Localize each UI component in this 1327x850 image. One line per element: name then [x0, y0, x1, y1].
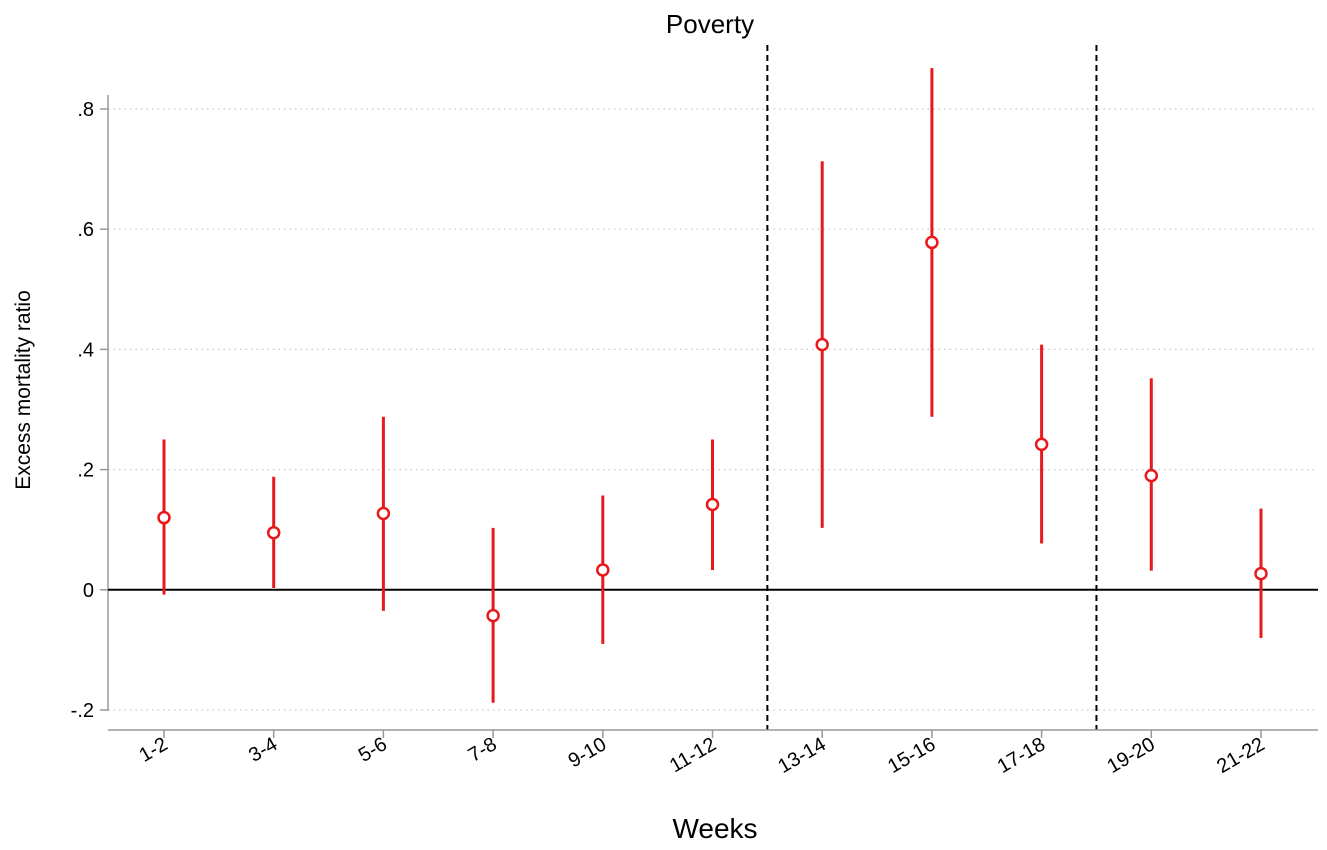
y-axis-label: Excess mortality ratio	[12, 290, 35, 490]
x-tick-label: 5-6	[355, 733, 391, 767]
x-tick-label: 9-10	[565, 733, 611, 772]
data-point	[1034, 437, 1049, 452]
x-axis-ticks: 1-2 3-4 5-6 7-8 9-10 11-12 13-14 15-16 17-18 19-2…	[135, 730, 1269, 778]
y-tick-label: -.2	[71, 700, 94, 722]
data-point	[266, 525, 281, 540]
x-tick-label: 13-14	[774, 733, 829, 778]
x-axis-label: Weeks	[672, 813, 757, 844]
data-point	[705, 497, 720, 512]
y-axis-ticks: -.2 0 .2 .4 .6 .8	[71, 99, 108, 722]
y-tick-label: .8	[77, 99, 94, 121]
x-tick-label: 17-18	[994, 733, 1049, 778]
y-tick-label: .2	[77, 460, 94, 482]
data-point	[1254, 566, 1268, 581]
x-tick-label: 1-2	[135, 733, 171, 767]
x-tick-label: 7-8	[465, 733, 501, 767]
y-tick-label: .6	[77, 219, 94, 241]
x-tick-label: 3-4	[245, 733, 281, 767]
gridlines	[108, 108, 1318, 711]
x-tick-label: 19-20	[1103, 733, 1158, 778]
data-point	[157, 510, 171, 525]
data-point	[925, 235, 939, 250]
x-tick-label: 11-12	[666, 733, 720, 777]
data-point	[1144, 468, 1159, 483]
data-marks	[157, 68, 1268, 703]
x-tick-label: 21-22	[1213, 733, 1268, 778]
data-point	[815, 337, 829, 352]
data-point	[486, 608, 500, 623]
x-tick-label: 15-16	[884, 733, 939, 778]
data-point	[596, 563, 610, 577]
y-tick-label: 0	[83, 580, 94, 602]
period-dividers	[766, 45, 1098, 730]
y-tick-label: .4	[77, 339, 94, 361]
data-point	[376, 506, 391, 521]
chart-title: Poverty	[666, 9, 754, 39]
